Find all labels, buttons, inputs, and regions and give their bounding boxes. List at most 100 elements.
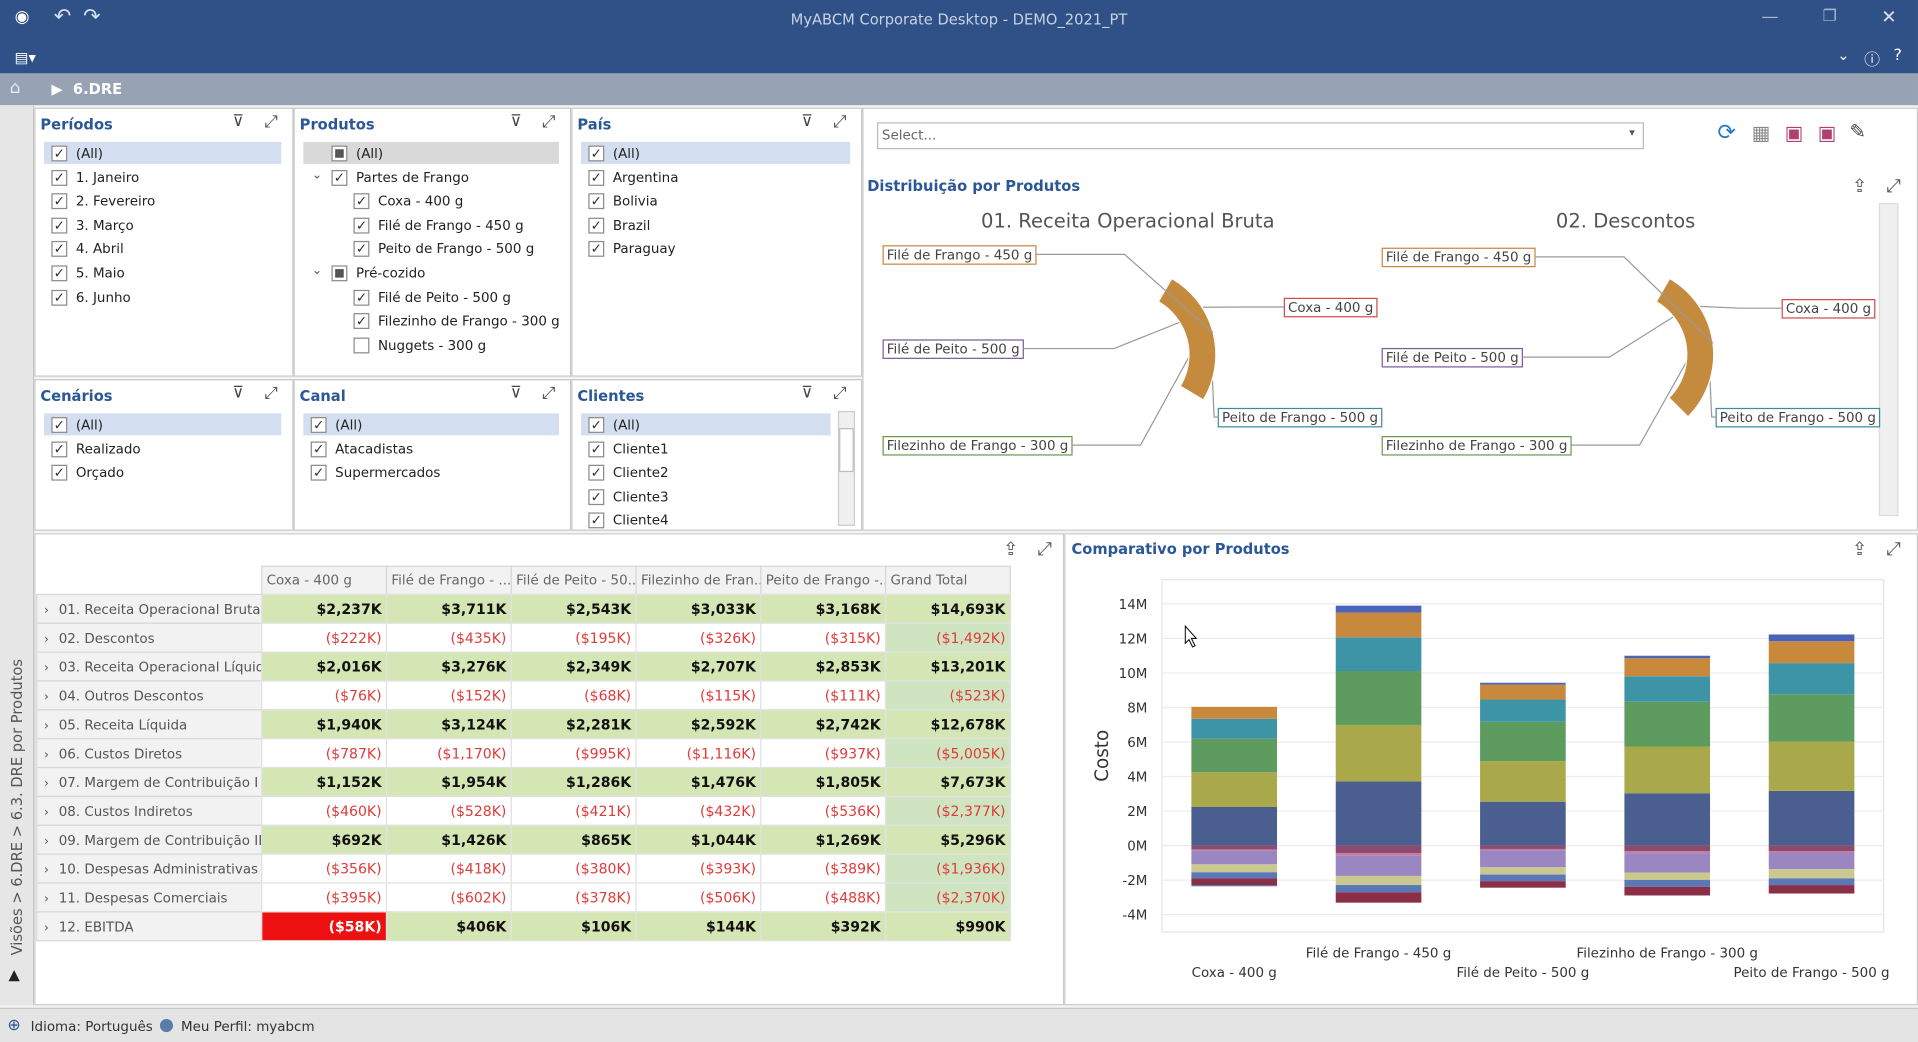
- filter-item[interactable]: Coxa - 400 g: [377, 193, 464, 210]
- checkbox[interactable]: ✓: [588, 169, 605, 186]
- filter-item[interactable]: Argentina: [612, 169, 679, 186]
- clear-filter-button[interactable]: ⊽: [232, 112, 245, 131]
- checkbox[interactable]: ✓: [51, 145, 68, 162]
- checkbox[interactable]: ✓: [588, 145, 605, 162]
- checkbox[interactable]: [353, 337, 370, 354]
- checkbox[interactable]: ✓: [588, 512, 605, 529]
- maximize-button[interactable]: ⤢: [264, 384, 278, 404]
- filter-item[interactable]: Filé de Peito - 500 g: [377, 289, 511, 306]
- filter-item[interactable]: (All): [612, 417, 641, 433]
- maximize-button[interactable]: ⤢: [1886, 538, 1901, 561]
- checkbox[interactable]: ✓: [353, 217, 370, 234]
- filter-item[interactable]: Bolivia: [612, 193, 658, 210]
- side-toggle[interactable]: ▲: [8, 966, 20, 984]
- collapse-button[interactable]: ⌄: [1837, 46, 1850, 64]
- checkbox[interactable]: ✓: [51, 169, 68, 186]
- status-profile[interactable]: Meu Perfil: myabcm: [181, 1018, 315, 1035]
- help-button[interactable]: ?: [1893, 46, 1902, 65]
- expand-arrow[interactable]: ⌄: [311, 264, 323, 278]
- status-language[interactable]: Idioma: Português: [30, 1018, 153, 1035]
- filter-item[interactable]: (All): [355, 145, 384, 162]
- filter-item[interactable]: 3. Março: [75, 217, 134, 234]
- checkbox[interactable]: ✓: [310, 441, 327, 457]
- filter-item[interactable]: 1. Janeiro: [75, 169, 140, 186]
- filter-item[interactable]: Peito de Frango - 500 g: [377, 241, 535, 258]
- checkbox[interactable]: ✓: [51, 464, 68, 481]
- layout-menu[interactable]: ▤▾: [14, 48, 36, 67]
- clear-filter-button[interactable]: ⊽: [510, 384, 522, 403]
- home-button[interactable]: ⌂: [9, 78, 21, 98]
- checkbox[interactable]: ✓: [51, 217, 68, 234]
- info-button[interactable]: ⓘ: [1864, 51, 1881, 70]
- checkbox[interactable]: ✓: [353, 289, 370, 306]
- checkbox[interactable]: ✓: [51, 193, 68, 210]
- maximize-button[interactable]: ⤢: [264, 112, 278, 133]
- checkbox[interactable]: ✓: [51, 289, 68, 306]
- maximize-button[interactable]: ⤢: [1037, 538, 1052, 561]
- scrollbar[interactable]: [1878, 203, 1899, 517]
- checkbox[interactable]: ✓: [353, 241, 370, 258]
- filter-item[interactable]: Brazil: [612, 217, 651, 234]
- restore-button[interactable]: ❐: [1822, 7, 1837, 26]
- checkbox[interactable]: ✓: [51, 441, 68, 457]
- minimize-button[interactable]: —: [1761, 7, 1779, 27]
- redo-button[interactable]: ↷: [83, 4, 101, 30]
- save-button[interactable]: ▣: [1784, 121, 1804, 145]
- maximize-button[interactable]: ⤢: [832, 384, 847, 404]
- filter-item[interactable]: Supermercados: [335, 464, 441, 481]
- checkbox[interactable]: ✓: [353, 313, 370, 330]
- filter-item[interactable]: Cliente3: [612, 488, 669, 505]
- filter-item[interactable]: Filezinho de Frango - 300 g: [377, 313, 560, 330]
- filter-item[interactable]: Paraguay: [612, 241, 676, 258]
- selector[interactable]: [877, 122, 1644, 150]
- checkbox[interactable]: ✓: [588, 464, 605, 481]
- maximize-button[interactable]: ⤢: [541, 384, 556, 404]
- filter-item[interactable]: Pré-cozido: [355, 265, 426, 282]
- filter-item[interactable]: (All): [612, 145, 641, 162]
- filter-item[interactable]: Filé de Frango - 450 g: [377, 217, 524, 234]
- checkbox[interactable]: [331, 265, 348, 282]
- checkbox[interactable]: ✓: [588, 488, 605, 505]
- checkbox[interactable]: ✓: [51, 265, 68, 282]
- app-icon[interactable]: ◉: [14, 7, 30, 27]
- export-button[interactable]: ⇪: [1851, 174, 1868, 197]
- expand-arrow[interactable]: ⌄: [311, 168, 323, 182]
- filter-item[interactable]: Atacadistas: [335, 441, 414, 457]
- filter-item[interactable]: Cliente4: [612, 512, 669, 529]
- maximize-button[interactable]: ⤢: [1886, 174, 1901, 197]
- filter-item[interactable]: Partes de Frango: [355, 169, 470, 186]
- export-button[interactable]: ⇪: [1851, 538, 1868, 561]
- breadcrumb[interactable]: ▶ 6.DRE: [51, 80, 123, 98]
- filter-item[interactable]: 4. Abril: [75, 241, 124, 258]
- filter-item[interactable]: Orçado: [75, 464, 125, 481]
- checkbox[interactable]: [331, 145, 348, 162]
- clear-filter-button[interactable]: ⊽: [801, 112, 813, 131]
- filter-item[interactable]: Realizado: [75, 441, 141, 457]
- filter-item[interactable]: (All): [75, 145, 104, 162]
- filter-item[interactable]: (All): [335, 417, 363, 433]
- checkbox[interactable]: ✓: [331, 169, 348, 186]
- filter-item[interactable]: Cliente2: [612, 464, 669, 481]
- maximize-button[interactable]: ⤢: [541, 112, 556, 133]
- close-button[interactable]: ✕: [1881, 6, 1897, 29]
- edit-button[interactable]: ✎: [1849, 119, 1866, 144]
- filter-item[interactable]: 5. Maio: [75, 265, 125, 282]
- clear-filter-button[interactable]: ⊽: [232, 384, 245, 403]
- checkbox[interactable]: ✓: [51, 417, 68, 433]
- checkbox[interactable]: ✓: [51, 241, 68, 258]
- checkbox[interactable]: ✓: [310, 417, 327, 433]
- scroll-thumb[interactable]: [839, 428, 854, 473]
- clear-filter-button[interactable]: ⊽: [801, 384, 813, 403]
- clear-filter-button[interactable]: ⊽: [510, 112, 522, 131]
- filter-item[interactable]: Cliente1: [612, 441, 669, 457]
- export-button[interactable]: ⇪: [1003, 538, 1019, 561]
- grid-button[interactable]: ▦: [1751, 121, 1771, 145]
- save-as-button[interactable]: ▣: [1817, 121, 1837, 145]
- checkbox[interactable]: ✓: [353, 193, 370, 210]
- checkbox[interactable]: ✓: [588, 441, 605, 457]
- filter-item[interactable]: 2. Fevereiro: [75, 193, 156, 210]
- filter-item[interactable]: Nuggets - 300 g: [377, 337, 487, 354]
- filter-item[interactable]: (All): [75, 417, 104, 433]
- filter-item[interactable]: 6. Junho: [75, 289, 131, 306]
- refresh-button[interactable]: ⟳: [1717, 119, 1736, 146]
